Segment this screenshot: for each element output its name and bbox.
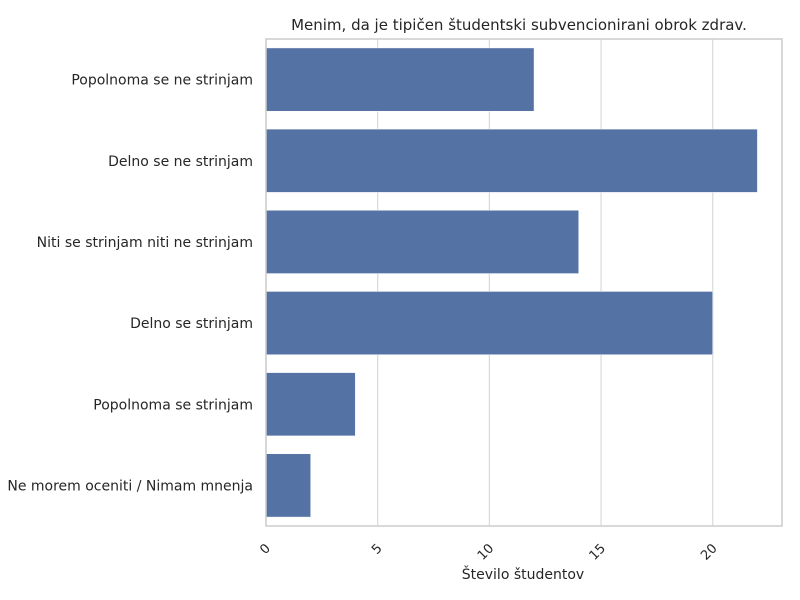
category-labels: Popolnoma se ne strinjam Delno se ne stri… — [7, 73, 253, 495]
bar-3 — [265, 291, 714, 355]
x-tick-label-3: 15 — [587, 541, 609, 563]
axes-frame — [265, 38, 783, 527]
x-tick-label-2: 10 — [475, 541, 497, 563]
x-tick-label-4: 20 — [698, 541, 720, 563]
grid-lines — [265, 39, 714, 526]
bar-4 — [265, 372, 356, 437]
category-label-0: Popolnoma se ne strinjam — [71, 73, 253, 89]
bar-5 — [265, 453, 311, 518]
bar-2 — [265, 210, 579, 274]
category-label-2: Niti se strinjam niti ne strinjam — [37, 235, 253, 251]
chart-title: Menim, da je tipičen študentski subvenci… — [291, 16, 747, 34]
x-axis-label: Število študentov — [462, 565, 584, 583]
bar-0 — [265, 47, 535, 112]
bar-1 — [265, 128, 758, 193]
category-label-4: Popolnoma se strinjam — [93, 397, 253, 413]
category-label-3: Delno se strinjam — [130, 316, 253, 332]
plot-frame — [265, 38, 783, 527]
x-tick-label-0: 0 — [257, 541, 273, 557]
category-label-5: Ne morem oceniti / Nimam mnenja — [7, 478, 253, 494]
x-tick-labels: 0 5 10 15 20 — [257, 541, 720, 563]
category-label-1: Delno se ne strinjam — [108, 154, 253, 170]
bars — [265, 47, 758, 518]
x-tick-label-1: 5 — [369, 541, 385, 557]
